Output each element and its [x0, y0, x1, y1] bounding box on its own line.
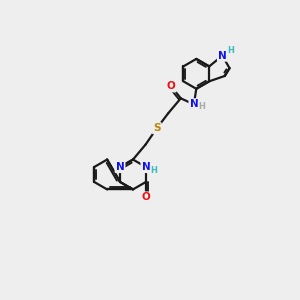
Text: O: O [142, 193, 150, 202]
Text: N: N [116, 162, 124, 172]
Text: N: N [218, 51, 227, 61]
Text: H: H [151, 166, 158, 175]
Text: H: H [199, 102, 206, 111]
Text: O: O [167, 81, 176, 92]
Text: S: S [153, 123, 160, 133]
Text: N: N [142, 162, 150, 172]
Text: N: N [190, 99, 198, 109]
Text: H: H [227, 46, 234, 55]
